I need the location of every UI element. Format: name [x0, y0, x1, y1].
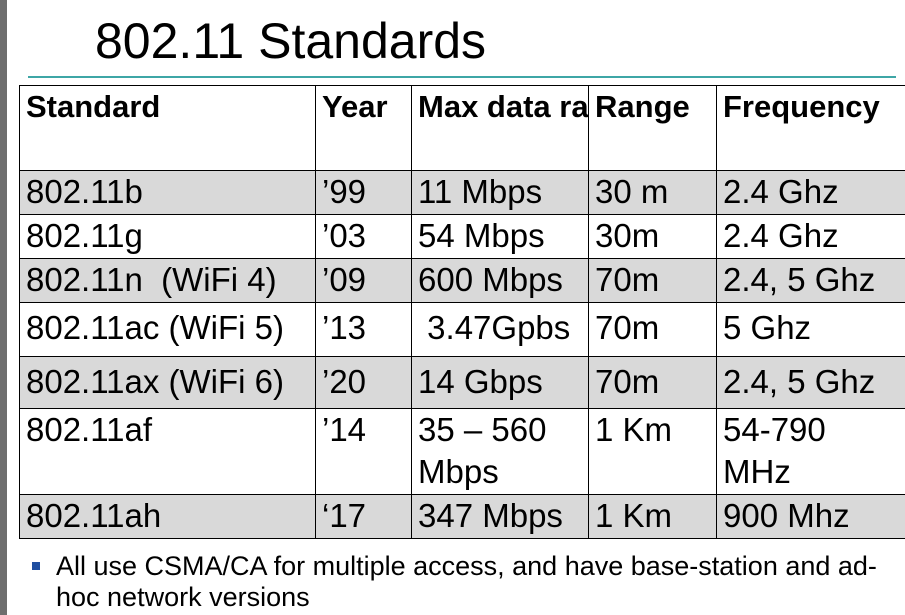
- cell-range: 1 Km: [588, 408, 717, 495]
- cell-range: 30 m: [588, 170, 717, 215]
- cell-year: ’09: [315, 258, 412, 303]
- cell-max-data-rate: 54 Mbps: [411, 214, 589, 259]
- title-divider: [28, 76, 896, 78]
- bullet-note: All use CSMA/CA for multiple access, and…: [32, 551, 892, 613]
- cell-year: ’99: [315, 170, 412, 215]
- table-row: 802.11ac (WiFi 5) ’13 3.47Gpbs 70m 5 Ghz: [19, 302, 905, 357]
- cell-frequency: 5 Ghz: [716, 302, 905, 357]
- cell-standard: 802.11ax (WiFi 6): [19, 356, 316, 409]
- cell-frequency: 2.4 Ghz: [716, 170, 905, 215]
- header-standard: Standard: [19, 85, 316, 171]
- cell-max-data-rate: 347 Mbps: [411, 494, 589, 539]
- header-range: Range: [588, 85, 717, 171]
- cell-frequency: 2.4, 5 Ghz: [716, 356, 905, 409]
- cell-max-data-rate: 14 Gbps: [411, 356, 589, 409]
- cell-range: 70m: [588, 356, 717, 409]
- cell-standard: 802.11af: [19, 408, 316, 495]
- table-row: 802.11n (WiFi 4) ’09 600 Mbps 70m 2.4, 5…: [19, 258, 905, 303]
- header-frequency: Frequency: [716, 85, 905, 171]
- cell-max-data-rate: 3.47Gpbs: [411, 302, 589, 357]
- standards-table: Standard Year Max data rate Range Freque…: [19, 85, 905, 539]
- cell-frequency: 2.4, 5 Ghz: [716, 258, 905, 303]
- page-title: 802.11 Standards: [95, 13, 487, 69]
- cell-range: 70m: [588, 302, 717, 357]
- cell-range: 30m: [588, 214, 717, 259]
- cell-max-data-rate: 11 Mbps: [411, 170, 589, 215]
- cell-max-data-rate: 35 – 560 Mbps: [411, 408, 589, 495]
- cell-max-data-rate: 600 Mbps: [411, 258, 589, 303]
- header-max-data-rate: Max data rate: [411, 85, 589, 171]
- table-header-row: Standard Year Max data rate Range Freque…: [19, 85, 905, 171]
- cell-standard: 802.11g: [19, 214, 316, 259]
- header-year: Year: [315, 85, 412, 171]
- cell-year: ’20: [315, 356, 412, 409]
- cell-year: ‘17: [315, 494, 412, 539]
- cell-range: 1 Km: [588, 494, 717, 539]
- cell-year: ’13: [315, 302, 412, 357]
- cell-frequency: 2.4 Ghz: [716, 214, 905, 259]
- cell-standard: 802.11n (WiFi 4): [19, 258, 316, 303]
- bullet-note-text: All use CSMA/CA for multiple access, and…: [56, 551, 877, 612]
- cell-standard: 802.11ac (WiFi 5): [19, 302, 316, 357]
- cell-year: ’14: [315, 408, 412, 495]
- table-row: 802.11ax (WiFi 6) ’20 14 Gbps 70m 2.4, 5…: [19, 356, 905, 409]
- cell-standard: 802.11ah: [19, 494, 316, 539]
- square-bullet-icon: [32, 562, 40, 570]
- cell-year: ’03: [315, 214, 412, 259]
- cell-frequency: 900 Mhz: [716, 494, 905, 539]
- cell-frequency: 54-790 MHz: [716, 408, 905, 495]
- table-row: 802.11af ’14 35 – 560 Mbps 1 Km 54-790 M…: [19, 408, 905, 495]
- table-row: 802.11b ’99 11 Mbps 30 m 2.4 Ghz: [19, 170, 905, 215]
- cell-standard: 802.11b: [19, 170, 316, 215]
- cell-range: 70m: [588, 258, 717, 303]
- slide-edge-bar: [0, 0, 7, 615]
- table-row: 802.11g ’03 54 Mbps 30m 2.4 Ghz: [19, 214, 905, 259]
- table-row: 802.11ah ‘17 347 Mbps 1 Km 900 Mhz: [19, 494, 905, 539]
